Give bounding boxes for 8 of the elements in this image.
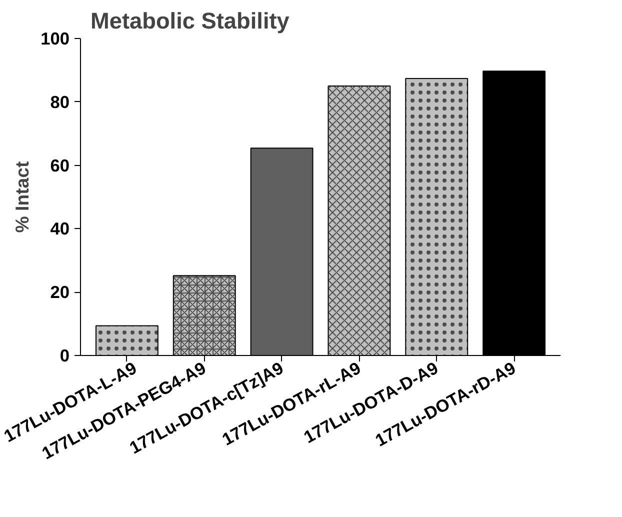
y-tick-label: 80 bbox=[50, 92, 70, 112]
y-tick-label: 100 bbox=[40, 28, 70, 48]
y-tick-label: 60 bbox=[50, 155, 70, 176]
y-tick-label: 20 bbox=[50, 282, 70, 302]
chart-title: Metabolic Stability bbox=[90, 8, 290, 34]
y-axis-title: % Intact bbox=[12, 161, 33, 233]
y-tick-label: 40 bbox=[50, 218, 70, 239]
y-tick-label: 0 bbox=[60, 346, 70, 366]
